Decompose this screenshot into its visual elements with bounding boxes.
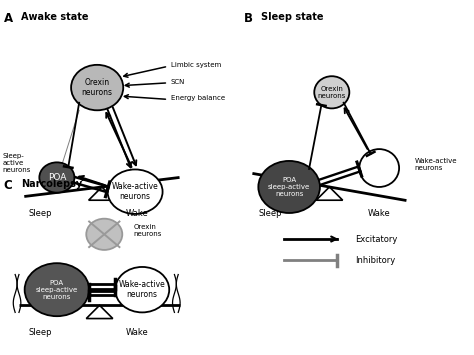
Text: Wake-active
neurons: Wake-active neurons (415, 158, 457, 171)
Text: Energy balance: Energy balance (171, 95, 225, 102)
Ellipse shape (71, 65, 123, 110)
Ellipse shape (25, 263, 89, 316)
Text: Limbic system: Limbic system (171, 62, 221, 68)
Ellipse shape (86, 219, 122, 250)
Text: Orexin
neurons: Orexin neurons (318, 86, 346, 99)
Text: A: A (4, 12, 13, 25)
Polygon shape (316, 187, 343, 200)
Text: Wake-active
neurons: Wake-active neurons (112, 182, 158, 201)
Text: SCN: SCN (171, 80, 185, 85)
Text: Orexin
neurons: Orexin neurons (82, 78, 113, 97)
Text: Inhibitory: Inhibitory (356, 256, 396, 265)
Text: Sleep: Sleep (258, 208, 282, 218)
Text: Sleep: Sleep (28, 328, 52, 337)
Text: Orexin
neurons: Orexin neurons (134, 224, 162, 237)
Text: Wake: Wake (126, 208, 149, 218)
Ellipse shape (314, 76, 349, 108)
Text: Narcolepsy: Narcolepsy (21, 179, 82, 189)
Text: Awake state: Awake state (21, 12, 89, 22)
Text: B: B (244, 12, 253, 25)
Text: POA
sleep-active
neurons: POA sleep-active neurons (268, 177, 310, 197)
Text: POA
sleep-active
neurons: POA sleep-active neurons (36, 280, 78, 300)
Text: POA: POA (48, 173, 66, 182)
Ellipse shape (39, 162, 74, 193)
Ellipse shape (359, 149, 399, 187)
Ellipse shape (108, 169, 163, 214)
Text: Sleep: Sleep (28, 208, 52, 218)
Polygon shape (89, 187, 115, 200)
Text: Sleep-
active
neurons: Sleep- active neurons (2, 153, 31, 173)
Text: Wake-active
neurons: Wake-active neurons (119, 280, 165, 299)
Text: Excitatory: Excitatory (356, 235, 398, 244)
Ellipse shape (258, 161, 320, 213)
Text: C: C (4, 179, 12, 192)
Text: Sleep state: Sleep state (261, 12, 323, 22)
Polygon shape (86, 305, 113, 318)
Text: Wake: Wake (368, 208, 391, 218)
Text: Wake: Wake (126, 328, 149, 337)
Ellipse shape (115, 267, 169, 312)
